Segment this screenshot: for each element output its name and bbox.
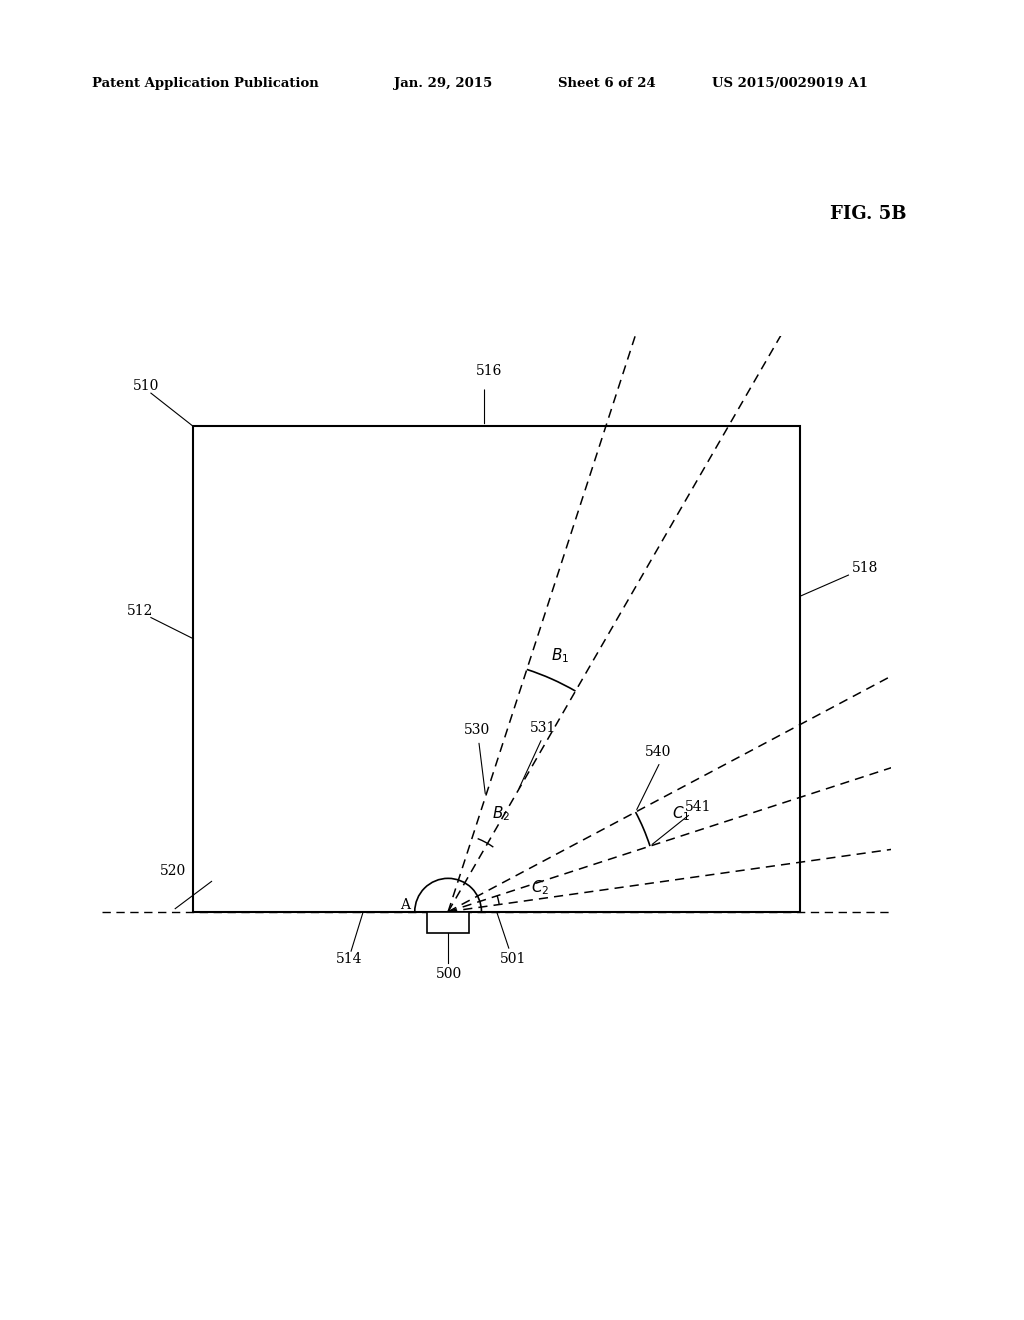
Text: 518: 518 bbox=[852, 561, 878, 576]
Text: 531: 531 bbox=[530, 721, 556, 735]
Text: 530: 530 bbox=[464, 723, 489, 738]
Text: $C_1$: $C_1$ bbox=[672, 804, 690, 822]
Bar bbox=[194, 426, 800, 912]
Text: $B_2$: $B_2$ bbox=[492, 805, 510, 824]
Text: $C_2$: $C_2$ bbox=[530, 879, 549, 898]
Text: A: A bbox=[399, 898, 410, 912]
Text: 512: 512 bbox=[127, 603, 153, 618]
Text: 510: 510 bbox=[133, 379, 159, 393]
Text: 541: 541 bbox=[685, 800, 711, 813]
Text: $B_1$: $B_1$ bbox=[551, 645, 569, 665]
Text: 501: 501 bbox=[500, 952, 526, 966]
Text: Jan. 29, 2015: Jan. 29, 2015 bbox=[394, 77, 493, 90]
Text: FIG. 5B: FIG. 5B bbox=[829, 205, 906, 223]
Text: Sheet 6 of 24: Sheet 6 of 24 bbox=[558, 77, 655, 90]
Text: 500: 500 bbox=[436, 968, 462, 982]
Text: 540: 540 bbox=[645, 744, 672, 759]
Bar bbox=[427, 912, 469, 933]
Text: Patent Application Publication: Patent Application Publication bbox=[92, 77, 318, 90]
Text: 520: 520 bbox=[160, 865, 186, 878]
Text: 516: 516 bbox=[475, 364, 502, 378]
Text: US 2015/0029019 A1: US 2015/0029019 A1 bbox=[712, 77, 867, 90]
Text: 514: 514 bbox=[336, 952, 362, 966]
